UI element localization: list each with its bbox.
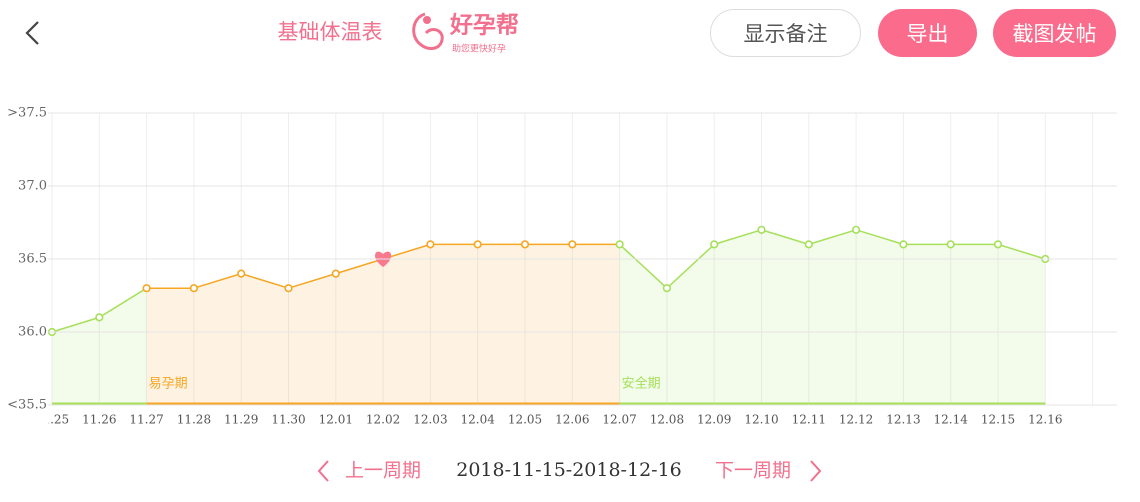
area xyxy=(856,229,904,405)
line-segment xyxy=(761,229,810,246)
line-segment xyxy=(619,243,668,289)
next-cycle[interactable]: 下一周期 xyxy=(715,460,791,482)
line-segment xyxy=(997,243,1046,260)
logo-icon xyxy=(412,12,444,50)
area xyxy=(430,244,478,405)
point xyxy=(426,240,435,249)
x-tick-label: 12.03 xyxy=(413,413,447,427)
area xyxy=(383,244,431,405)
y-tick-label: 36.0 xyxy=(18,325,47,340)
area xyxy=(99,288,147,405)
x-tick-label: 12.13 xyxy=(886,413,920,427)
point xyxy=(993,240,1003,249)
y-tick-label: 36.5 xyxy=(18,252,47,267)
x-tick-label: 12.11 xyxy=(792,413,826,427)
line-segment xyxy=(240,272,289,289)
point xyxy=(331,269,340,278)
phase-label: 安全期 xyxy=(622,376,661,392)
area xyxy=(193,273,242,405)
area xyxy=(666,244,715,405)
area xyxy=(525,244,573,405)
point xyxy=(946,240,955,249)
point xyxy=(142,284,151,293)
point xyxy=(851,225,861,234)
area xyxy=(998,244,1046,405)
logo-name: 好孕帮 xyxy=(449,13,519,39)
prev-cycle[interactable]: 上一周期 xyxy=(345,460,421,482)
line-segment xyxy=(855,229,904,246)
x-tick-label: 12.04 xyxy=(461,413,496,427)
line-segment xyxy=(666,243,715,289)
y-tick-label: >37.5 xyxy=(7,106,47,121)
export-button[interactable]: 导出 xyxy=(878,9,977,57)
logo-slogan: 助您更快好孕 xyxy=(452,43,506,55)
screenshot-post-button[interactable]: 截图发帖 xyxy=(993,9,1116,57)
area xyxy=(572,244,620,405)
point xyxy=(189,284,198,293)
area xyxy=(761,229,809,405)
x-tick-label: 11.28 xyxy=(177,413,211,427)
page-title: 基础体温表 xyxy=(278,20,383,44)
next-arrow[interactable] xyxy=(810,460,822,482)
x-tick-label: 11.29 xyxy=(224,413,258,427)
line-segment xyxy=(98,287,147,319)
x-tick-label: 11.26 xyxy=(82,413,116,427)
area xyxy=(619,244,667,405)
point xyxy=(520,240,530,249)
area xyxy=(808,229,857,405)
x-tick-label: 12.10 xyxy=(744,413,778,427)
x-tick-label: 12.16 xyxy=(1028,413,1062,427)
point xyxy=(473,240,482,249)
plot: 易孕期 安全期 11.25 11.26 11.27 11.28 11.29 11.30 12.0… xyxy=(35,113,1094,427)
point xyxy=(804,240,813,249)
x-tick-label: 11.30 xyxy=(271,413,305,427)
line-segment xyxy=(51,316,100,333)
phase-label: 易孕期 xyxy=(149,377,188,392)
point xyxy=(95,313,104,322)
point xyxy=(757,225,766,234)
area xyxy=(714,229,762,405)
area xyxy=(288,273,336,405)
x-tick-label: 12.09 xyxy=(697,413,731,427)
point xyxy=(662,284,672,293)
line-segment xyxy=(335,258,384,275)
point xyxy=(615,240,624,249)
x-tick-label: 12.05 xyxy=(508,413,542,427)
area xyxy=(903,244,951,405)
x-tick-label: 11.27 xyxy=(129,413,163,427)
x-tick-label: 12.06 xyxy=(555,413,589,427)
x-tick-label: 12.08 xyxy=(650,413,684,427)
line-segment xyxy=(808,229,857,246)
y-tick-label: 37.0 xyxy=(18,179,47,194)
x-tick-label: 12.15 xyxy=(981,413,1015,427)
line-segment xyxy=(288,272,337,289)
line-segment xyxy=(193,272,242,289)
area xyxy=(52,317,100,405)
point xyxy=(568,240,577,249)
area xyxy=(146,288,194,405)
area xyxy=(241,273,289,405)
point xyxy=(284,284,293,293)
line-segment xyxy=(713,229,762,246)
prev-arrow[interactable] xyxy=(317,460,329,482)
x-tick-label: 12.01 xyxy=(319,413,353,427)
point xyxy=(237,269,246,278)
date-range: 2018-11-15-2018-12-16 xyxy=(456,459,682,481)
x-tick-label: 11.25 xyxy=(35,413,69,427)
point xyxy=(899,240,908,249)
show-notes-button[interactable]: 显示备注 xyxy=(710,9,861,57)
x-tick-label: 12.14 xyxy=(934,413,969,427)
area xyxy=(950,244,998,405)
point xyxy=(710,240,719,249)
x-tick-label: 12.12 xyxy=(839,413,873,427)
y-tick-label: <35.5 xyxy=(7,398,47,413)
back-button[interactable] xyxy=(25,21,39,45)
x-tick-label: 12.07 xyxy=(602,413,636,427)
x-tick-label: 12.02 xyxy=(366,413,400,427)
area xyxy=(477,244,525,405)
